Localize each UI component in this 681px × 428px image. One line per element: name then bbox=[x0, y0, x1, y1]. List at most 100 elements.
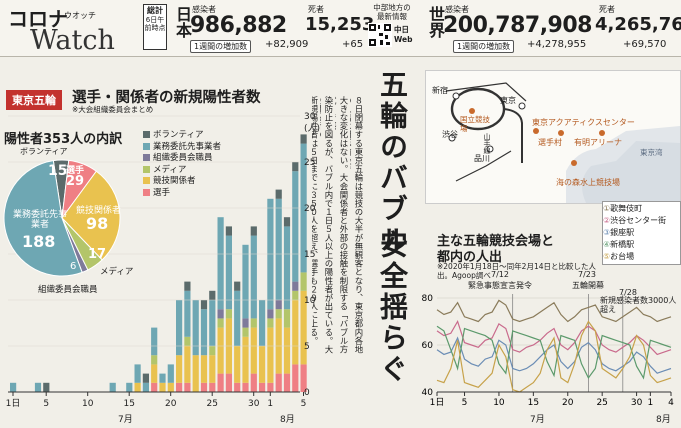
bar-segment bbox=[250, 318, 257, 328]
bar-chart-source: ※大会組織委員会まとめ bbox=[72, 105, 154, 114]
map-label-tokyo: 東京 bbox=[500, 96, 516, 105]
map-legend-label: 銀座駅 bbox=[610, 228, 635, 237]
bar-segment bbox=[267, 327, 274, 383]
map-label-umi: 海の森水上競技場 bbox=[556, 178, 620, 187]
bar-segment bbox=[275, 189, 282, 199]
bar-segment bbox=[209, 290, 216, 300]
breakdown-title: 陽性者353人の内訳 bbox=[4, 132, 123, 147]
bar-chart-title: 選手・関係者の新規陽性者数 bbox=[72, 90, 261, 106]
bar-segment bbox=[126, 382, 133, 392]
chubu-line2: 最新情報 bbox=[377, 12, 407, 21]
pie-slice bbox=[3, 160, 83, 277]
map-legend-label: 新橋駅 bbox=[610, 240, 635, 249]
body-line: ８日閉幕する東京五輪は競技の大半が無観客となり、東京都内各地の人出は開幕前後で bbox=[350, 96, 364, 354]
bar-segment bbox=[176, 300, 183, 356]
x-tick-label: 20 bbox=[165, 399, 177, 409]
pie-label-gyomu: 業務委託先事業者 bbox=[12, 210, 67, 230]
chubu-block[interactable]: 中部地方の 最新情報 中日 Web bbox=[366, 3, 418, 51]
line-chart-title-1: 主な五輪競技会場と bbox=[437, 234, 555, 249]
y-tick-label: 25 bbox=[304, 158, 315, 168]
annot-date-3: 7/28 bbox=[619, 288, 637, 297]
bar-segment bbox=[283, 373, 291, 392]
japan-weekly-cases: +82,909 bbox=[265, 39, 309, 50]
japan-weekly-label: 1週間の増加数 bbox=[190, 40, 252, 53]
annot-text-2: 五輪開幕 bbox=[572, 281, 604, 290]
bar-segment bbox=[10, 382, 17, 392]
body-line: 染防止を図るが、バブル内で１日５人以上の陽性者が出ている。大会関係者の bbox=[320, 96, 334, 354]
bar-segment bbox=[200, 382, 208, 392]
logo-watch: Watch bbox=[30, 25, 115, 56]
legend-swatch bbox=[143, 188, 150, 196]
tokyo-map: 新宿 国立競技場 渋谷 品川 東京 東京アクアティクスセンター 選手村 有明アリ… bbox=[425, 70, 681, 204]
bar-segment bbox=[225, 226, 232, 236]
y-tick-label: 10 bbox=[304, 296, 316, 306]
map-legend: ①歌舞伎町 ②渋谷センター街 ③銀座駅 ④新橋駅 ⑤お台場 bbox=[602, 201, 681, 265]
qr-code-icon bbox=[368, 23, 392, 47]
x-tick-label: 30 bbox=[248, 399, 260, 409]
bar-segment bbox=[275, 300, 282, 310]
bar-segment bbox=[184, 346, 191, 383]
legend-label: 組織委員会職員 bbox=[153, 153, 213, 163]
world-weekly-deaths: +69,570 bbox=[623, 39, 667, 50]
bar-month-aug: 8月 bbox=[280, 415, 295, 425]
bar-segment bbox=[292, 162, 299, 172]
y-tick-label: 0 bbox=[304, 388, 310, 398]
x-tick-label: 1 bbox=[267, 399, 273, 409]
pie-value-gyomu: 188 bbox=[22, 232, 56, 251]
bar-segment bbox=[34, 382, 42, 392]
pie-value-kyogi: 98 bbox=[86, 214, 109, 233]
logo-sub: ウオッチ bbox=[64, 11, 96, 20]
legend-item: ボランティア bbox=[143, 130, 221, 142]
world-cases: 200,787,908 bbox=[443, 13, 592, 38]
legend-item: 選手 bbox=[143, 188, 221, 200]
y-tick-label: 80 bbox=[422, 294, 434, 304]
bar-segment bbox=[109, 382, 116, 392]
bar-segment bbox=[292, 300, 299, 365]
bar-segment bbox=[184, 290, 191, 337]
bar-segment bbox=[192, 300, 199, 356]
bar-segment bbox=[176, 355, 183, 383]
japan-weekly-deaths: +65 bbox=[342, 39, 364, 50]
bar-segment bbox=[234, 290, 241, 346]
legend-swatch bbox=[143, 165, 150, 173]
bar-segment bbox=[217, 373, 224, 392]
map-legend-item: ③銀座駅 bbox=[603, 228, 635, 237]
japan-cases-label: 感染者 bbox=[192, 5, 216, 14]
legend-item: 競技関係者 bbox=[143, 176, 221, 188]
bar-segment bbox=[142, 373, 149, 383]
bar-segment bbox=[151, 382, 158, 392]
bar-segment bbox=[176, 382, 183, 392]
bar-segment bbox=[259, 382, 266, 392]
pie-label-volunteer: ボランティア bbox=[20, 147, 68, 156]
world-deaths-label: 死者 bbox=[599, 5, 615, 14]
legend-swatch bbox=[143, 154, 150, 161]
chubu-line1: 中部地方の bbox=[373, 3, 411, 12]
bar-segment bbox=[234, 281, 241, 291]
series-line bbox=[436, 320, 672, 356]
bar-segment bbox=[184, 382, 191, 392]
olympics-tag: 東京五輪 bbox=[6, 90, 62, 110]
legend-item: 組織委員会職員 bbox=[143, 153, 221, 165]
japan-deaths-label: 死者 bbox=[308, 5, 324, 14]
time-note: 6日午前時点 bbox=[144, 16, 166, 32]
bar-segment bbox=[200, 309, 208, 356]
map-label-ariake: 有明アリーナ bbox=[574, 138, 622, 147]
bar-segment bbox=[283, 309, 291, 328]
bar-segment bbox=[151, 355, 158, 365]
bar-segment bbox=[292, 290, 299, 300]
japan-label: 日本 bbox=[173, 6, 192, 38]
y-tick-label: 60 bbox=[422, 341, 434, 351]
total-badge: 総計 6日午前時点 bbox=[143, 4, 167, 50]
bar-segment bbox=[43, 382, 50, 392]
bar-segment bbox=[225, 373, 232, 392]
map-label-kokuritsu: 国立競技場 bbox=[460, 115, 490, 133]
line-chart-note: ※2020年1月18日～同年2月14日と比較した人出。Agoop調べ bbox=[437, 262, 597, 280]
map-label-yamanote: 山手線 bbox=[483, 133, 491, 154]
bar-segment bbox=[209, 346, 216, 356]
bar-segment bbox=[225, 309, 232, 319]
bar-segment bbox=[292, 171, 299, 282]
total-label: 総計 bbox=[147, 6, 163, 15]
bar-segment bbox=[250, 235, 257, 319]
bar-segment bbox=[217, 309, 224, 319]
